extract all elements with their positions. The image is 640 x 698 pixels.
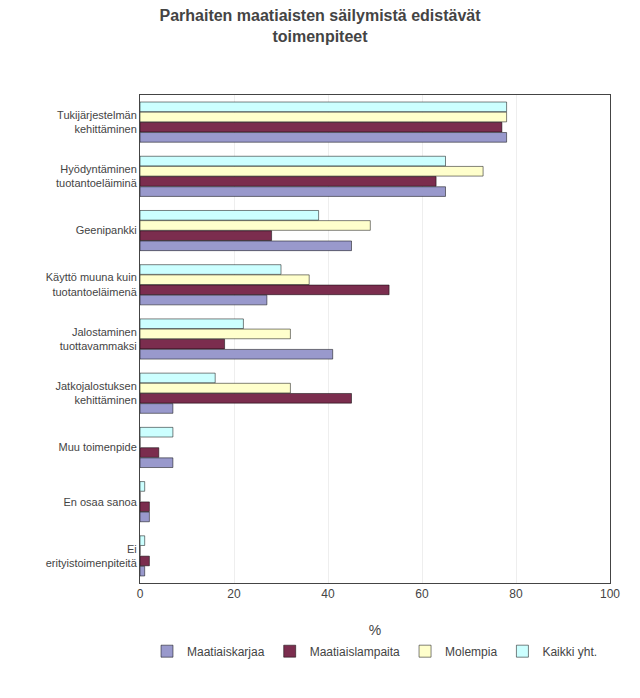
svg-text:Molempia: Molempia: [445, 645, 497, 659]
svg-text:Parhaiten maatiaisten säilymis: Parhaiten maatiaisten säilymistä edistäv…: [159, 7, 481, 45]
svg-text:100: 100: [600, 587, 620, 601]
svg-text:20: 20: [227, 587, 241, 601]
svg-text:Maatiaiskarjaa: Maatiaiskarjaa: [187, 645, 265, 659]
svg-text:Käyttö muuna kuintuotantoeläim: Käyttö muuna kuintuotantoeläimenä: [46, 271, 138, 297]
svg-text:Tukijärjestelmänkehittäminen: Tukijärjestelmänkehittäminen: [57, 109, 137, 135]
svg-text:Muu toimenpide: Muu toimenpide: [59, 441, 137, 453]
svg-text:40: 40: [321, 587, 335, 601]
svg-text:Jatkojalostuksenkehittäminen: Jatkojalostuksenkehittäminen: [55, 380, 136, 406]
svg-text:Kaikki yht.: Kaikki yht.: [542, 645, 597, 659]
svg-text:80: 80: [509, 587, 523, 601]
svg-text:En osaa sanoa: En osaa sanoa: [63, 496, 137, 508]
svg-text:Hyödyntäminentuotantoeläiminä: Hyödyntäminentuotantoeläiminä: [56, 163, 138, 189]
svg-text:%: %: [369, 622, 381, 638]
svg-text:0: 0: [137, 587, 144, 601]
svg-text:Jalostaminentuottavammaksi: Jalostaminentuottavammaksi: [60, 326, 137, 352]
svg-text:Maatiaislampaita: Maatiaislampaita: [310, 645, 400, 659]
svg-text:Eierityistoimenpiteitä: Eierityistoimenpiteitä: [46, 543, 138, 569]
svg-text:Geenipankki: Geenipankki: [76, 224, 137, 236]
svg-text:60: 60: [415, 587, 429, 601]
